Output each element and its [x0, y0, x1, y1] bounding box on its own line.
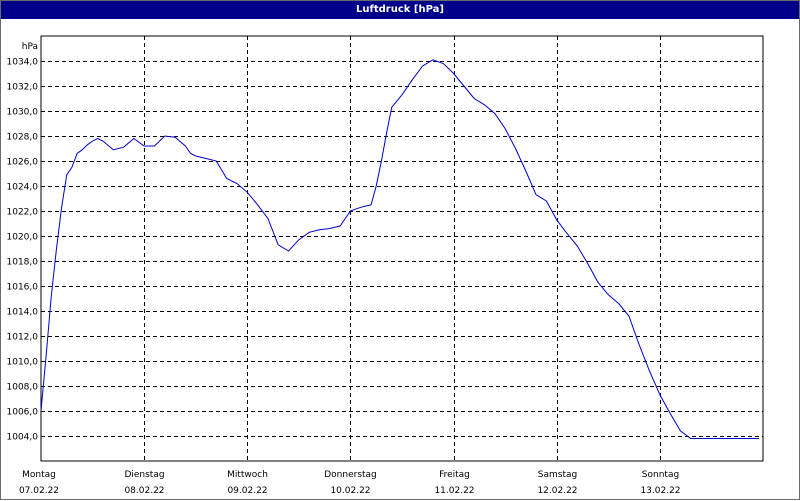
y-axis-unit-label: hPa: [22, 42, 38, 52]
x-tick-day-label: Sonntag: [642, 470, 679, 480]
x-tick-day-label: Mittwoch: [227, 470, 268, 480]
y-tick-label: 1024,0: [7, 183, 39, 193]
y-tick-label: 1032,0: [7, 83, 39, 93]
x-tick-date-label: 12.02.22: [537, 486, 577, 496]
plot-frame: [40, 35, 764, 462]
y-tick-label: 1016,0: [7, 283, 39, 293]
y-tick-label: 1034,0: [7, 58, 39, 68]
x-tick-day-label: Montag: [22, 470, 56, 480]
y-tick-label: 1004,0: [7, 433, 39, 443]
x-tick-day-label: Samstag: [538, 470, 577, 480]
x-tick-date-label: 08.02.22: [124, 486, 164, 496]
y-tick-label: 1028,0: [7, 133, 39, 143]
chart-title: Luftdruck [hPa]: [1, 1, 799, 19]
pressure-series-line: [40, 59, 759, 439]
x-tick-day-label: Freitag: [439, 470, 470, 480]
y-tick-label: 1026,0: [7, 158, 39, 168]
x-tick-date-label: 11.02.22: [434, 486, 474, 496]
x-tick-day-label: Dienstag: [124, 470, 164, 480]
y-tick-label: 1030,0: [7, 108, 39, 118]
y-tick-label: 1022,0: [7, 208, 39, 218]
y-tick-label: 1008,0: [7, 383, 39, 393]
y-tick-label: 1018,0: [7, 258, 39, 268]
y-tick-label: 1006,0: [7, 408, 39, 418]
y-tick-label: 1012,0: [7, 333, 39, 343]
x-tick-day-label: Donnerstag: [324, 470, 377, 480]
x-tick-date-label: 10.02.22: [330, 486, 370, 496]
y-tick-label: 1014,0: [7, 308, 39, 318]
x-tick-date-label: 09.02.22: [227, 486, 267, 496]
y-tick-label: 1010,0: [7, 358, 39, 368]
x-tick-date-label: 13.02.22: [640, 486, 680, 496]
x-tick-date-label: 07.02.22: [19, 486, 59, 496]
y-tick-label: 1020,0: [7, 233, 39, 243]
